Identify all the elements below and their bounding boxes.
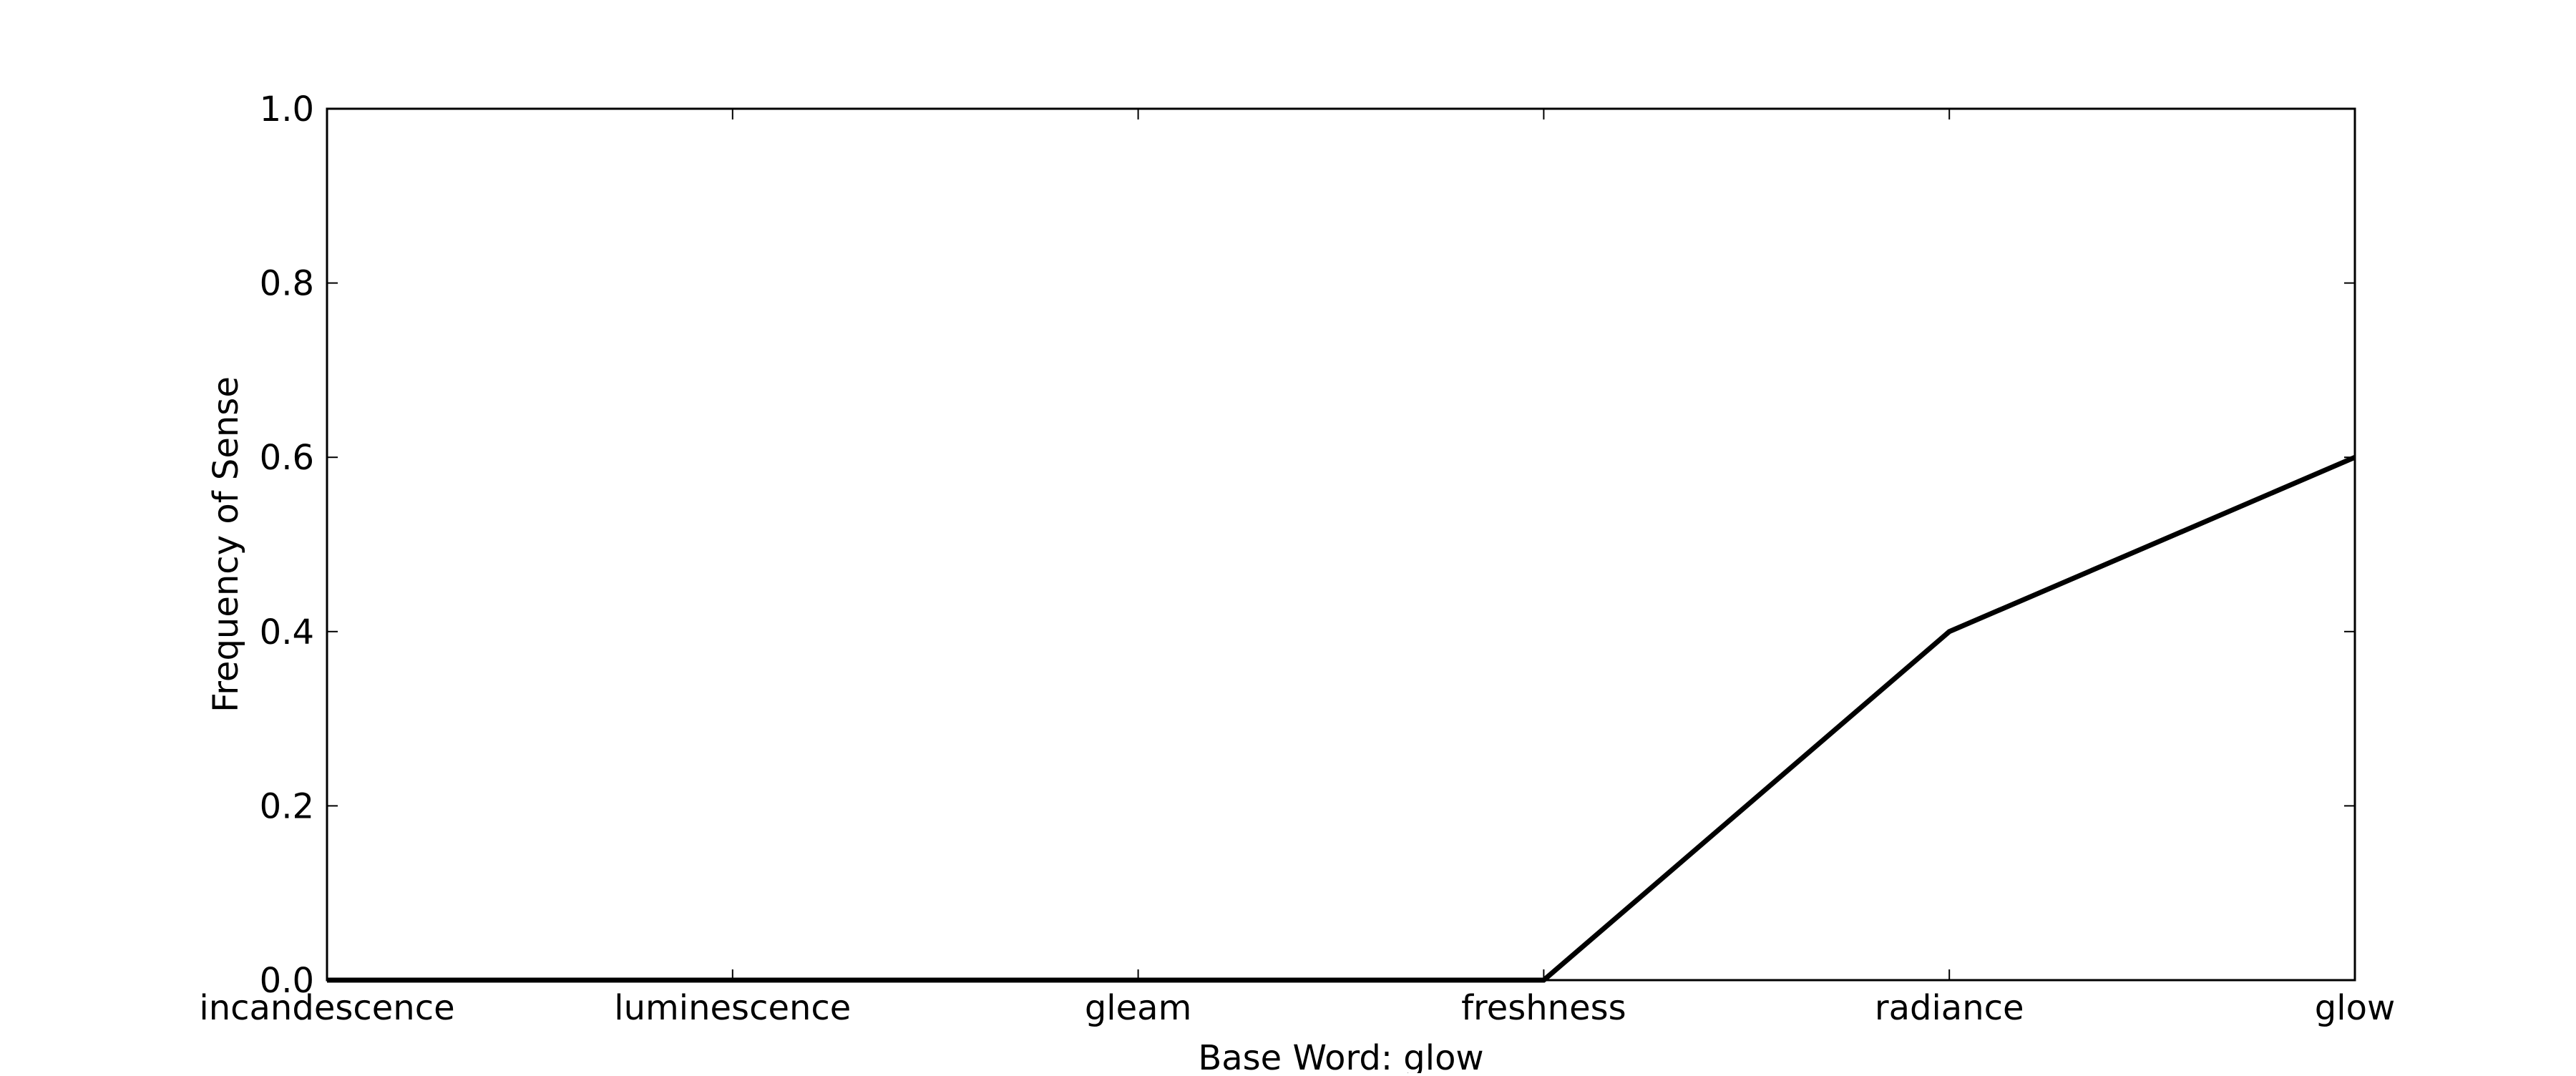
x-tick-label: incandescence xyxy=(199,988,454,1028)
tick-marks xyxy=(327,109,2355,980)
y-tick-label: 0.2 xyxy=(260,786,314,826)
y-axis-label: Frequency of Sense xyxy=(206,376,246,713)
x-tick-label: glow xyxy=(2315,988,2395,1028)
series-line xyxy=(327,457,2355,980)
y-tick-label: 0.4 xyxy=(260,612,314,652)
x-tick-label: gleam xyxy=(1085,988,1192,1028)
series-layer xyxy=(327,457,2355,980)
y-tick-label: 1.0 xyxy=(260,89,314,129)
x-tick-label: freshness xyxy=(1461,988,1626,1028)
y-tick-label: 0.6 xyxy=(260,438,314,478)
x-axis-label: Base Word: glow xyxy=(1198,1038,1483,1073)
x-tick-label: radiance xyxy=(1875,988,2024,1028)
y-tick-label: 0.8 xyxy=(260,264,314,304)
x-tick-label: luminescence xyxy=(614,988,851,1028)
plot-frame xyxy=(327,109,2355,980)
x-tick-labels: incandescence luminescence gleam freshness r… xyxy=(199,988,2395,1028)
y-tick-labels: 0.00.20.40.60.81.0 xyxy=(260,89,314,1001)
